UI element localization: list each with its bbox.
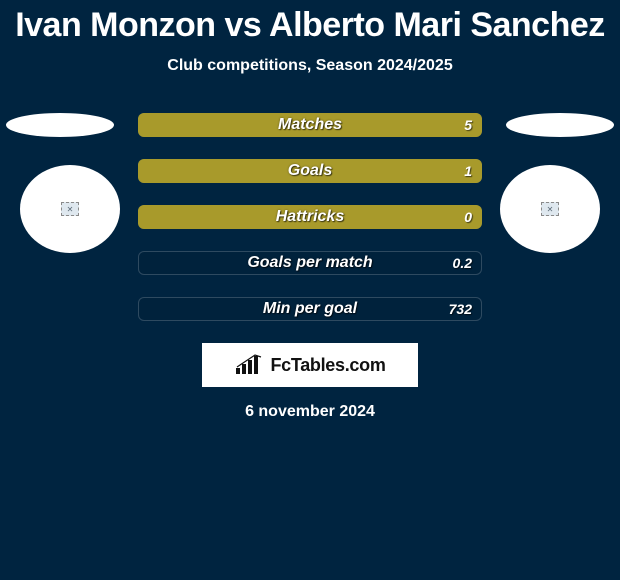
comparison-panel: ✕ ✕ Matches5 Goals1 Hattricks0 Goals per ma… <box>0 113 620 421</box>
player-left-ellipse <box>6 113 114 137</box>
footer-date: 6 november 2024 <box>0 403 620 421</box>
stat-label: Min per goal <box>138 297 482 321</box>
logo-box: FcTables.com <box>202 343 418 387</box>
page-subtitle: Club competitions, Season 2024/2025 <box>0 57 620 75</box>
avatar-placeholder-icon: ✕ <box>541 202 559 216</box>
stat-row: Matches5 <box>138 113 482 137</box>
player-left-avatar: ✕ <box>20 165 120 253</box>
logo-text: FcTables.com <box>270 355 385 376</box>
fctables-logo-icon <box>234 354 264 376</box>
page-title: Ivan Monzon vs Alberto Mari Sanchez <box>0 0 620 45</box>
stat-label: Matches <box>138 113 482 137</box>
avatar-placeholder-icon: ✕ <box>61 202 79 216</box>
stat-value-right: 5 <box>464 113 472 137</box>
stat-row: Hattricks0 <box>138 205 482 229</box>
stat-value-right: 732 <box>449 297 472 321</box>
stat-label: Hattricks <box>138 205 482 229</box>
stat-label: Goals per match <box>138 251 482 275</box>
stat-row: Goals per match0.2 <box>138 251 482 275</box>
stat-row: Goals1 <box>138 159 482 183</box>
player-right-ellipse <box>506 113 614 137</box>
stat-label: Goals <box>138 159 482 183</box>
stat-bars: Matches5Goals1Hattricks0Goals per match0… <box>138 113 482 321</box>
stat-row: Min per goal732 <box>138 297 482 321</box>
stat-value-right: 1 <box>464 159 472 183</box>
stat-value-right: 0.2 <box>453 251 472 275</box>
player-right-avatar: ✕ <box>500 165 600 253</box>
stat-value-right: 0 <box>464 205 472 229</box>
